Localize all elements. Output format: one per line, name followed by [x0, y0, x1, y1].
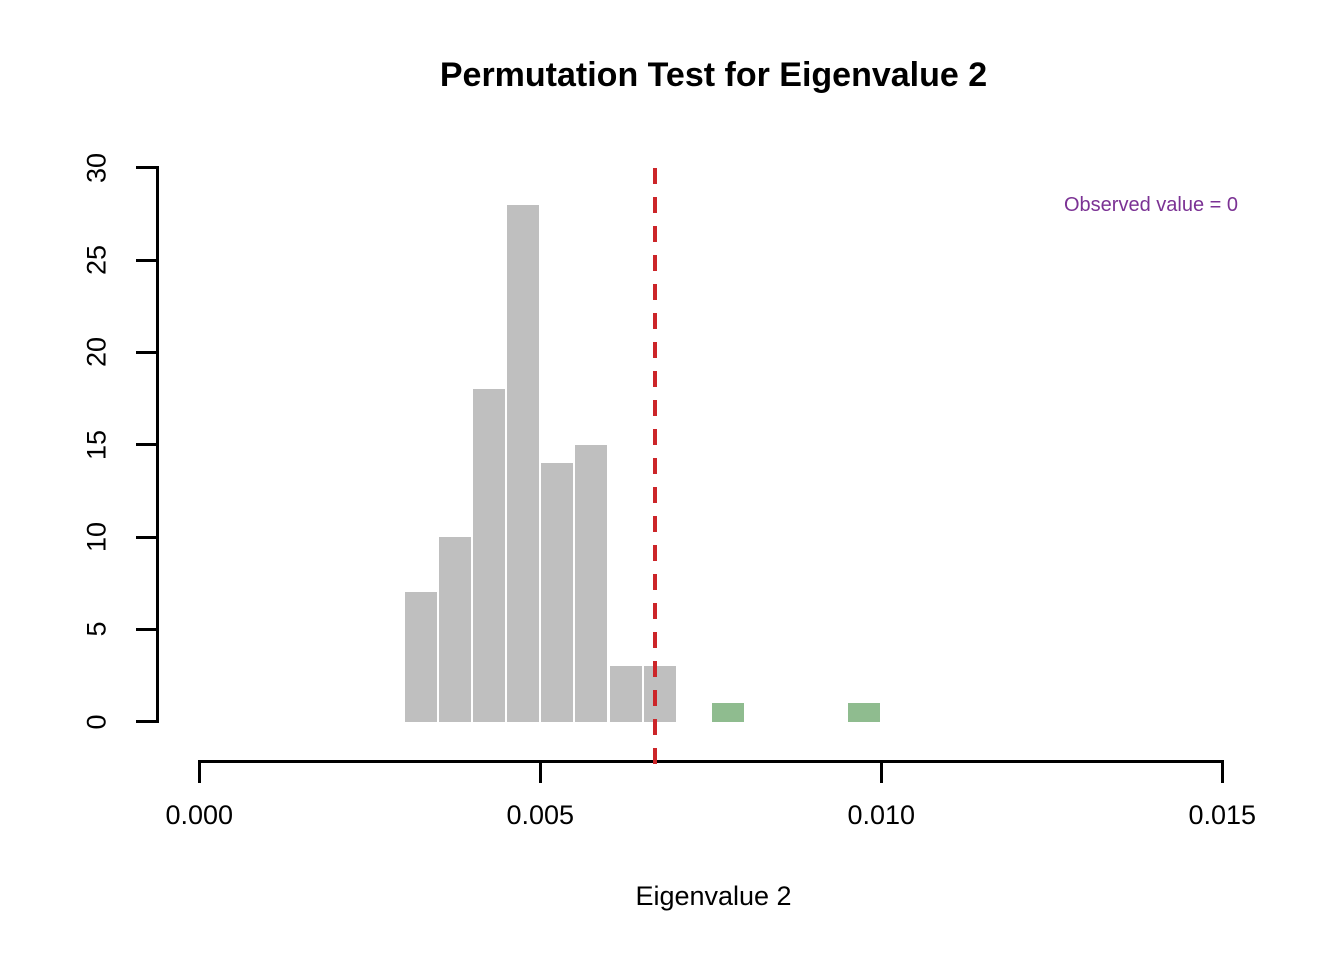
histogram-bar [439, 537, 472, 722]
observed-value-label: Observed value = 0 [1064, 194, 1238, 216]
threshold-line [652, 167, 657, 766]
x-axis-title: Eigenvalue 2 [635, 881, 792, 911]
histogram-bar [404, 592, 437, 722]
histogram-bar [609, 666, 642, 722]
x-tick [538, 760, 542, 784]
x-tick-label: 0.015 [1188, 800, 1257, 830]
histogram-bar [575, 444, 608, 722]
y-tick-label: 30 [81, 152, 112, 183]
x-tick-label: 0.010 [847, 800, 916, 830]
observed-value-arrow [1030, 205, 1058, 722]
y-tick [135, 720, 156, 724]
y-tick [135, 258, 156, 262]
y-axis-line [155, 166, 159, 724]
exceed-histogram-bar [711, 703, 744, 722]
y-tick-label: 5 [81, 621, 112, 637]
histogram-bar [473, 389, 506, 722]
x-tick-label: 0.005 [506, 800, 575, 830]
y-tick [135, 166, 156, 170]
y-tick-label: 10 [81, 521, 112, 553]
x-axis-line [197, 760, 1224, 764]
x-tick [1220, 760, 1224, 784]
histogram-bar [507, 204, 540, 722]
y-tick [135, 627, 156, 631]
x-tick-label: 0.000 [165, 800, 234, 830]
x-tick [197, 760, 201, 784]
histogram-bar [541, 463, 574, 722]
histogram-bar [643, 666, 676, 722]
y-tick [135, 443, 156, 447]
chart-title: Permutation Test for Eigenvalue 2 [439, 56, 988, 94]
y-tick [135, 535, 156, 539]
observed-value-label-clip: Observed value = 0 [1064, 194, 1270, 224]
x-tick [879, 760, 883, 784]
y-tick-label: 15 [81, 429, 112, 460]
exceed-histogram-bar [848, 703, 881, 722]
y-tick-label: 20 [81, 337, 112, 368]
y-tick [135, 350, 156, 354]
y-tick-label: 25 [81, 244, 112, 276]
y-tick-label: 0 [81, 714, 112, 730]
